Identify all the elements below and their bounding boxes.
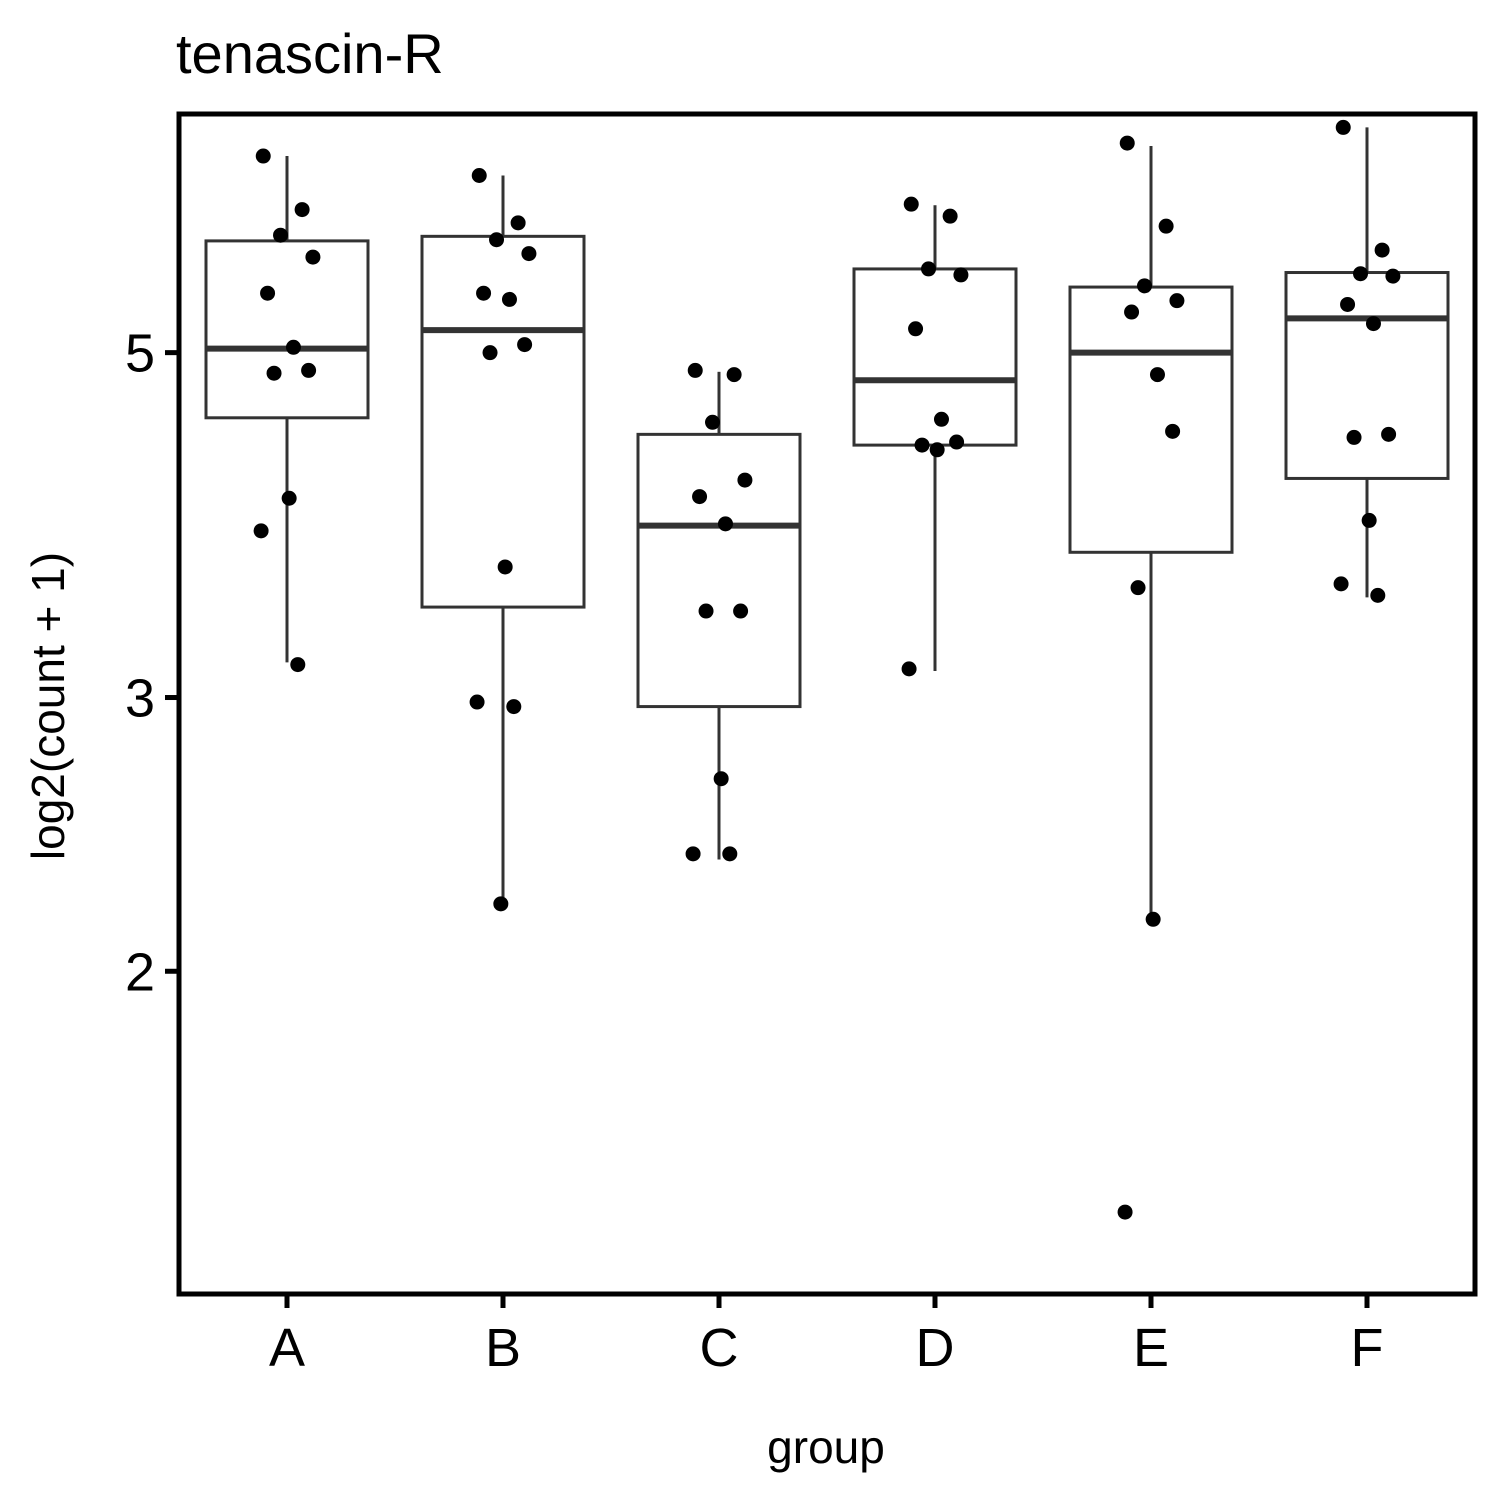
data-point xyxy=(510,215,526,231)
data-point xyxy=(482,345,498,361)
data-point xyxy=(301,362,317,378)
x-tick-label: C xyxy=(700,1318,739,1378)
data-point xyxy=(260,285,276,301)
data-point xyxy=(705,414,721,430)
box-body xyxy=(1284,271,1450,480)
x-tick-label: D xyxy=(916,1318,955,1378)
data-point xyxy=(921,261,937,277)
data-point xyxy=(1335,119,1351,135)
data-point xyxy=(685,846,701,862)
y-axis: 2 3 5 xyxy=(125,324,179,1002)
data-point xyxy=(476,285,492,301)
box-body xyxy=(636,432,802,709)
y-tick-label: 3 xyxy=(125,669,155,729)
data-point xyxy=(1385,268,1401,284)
x-axis-title: group xyxy=(767,1421,885,1473)
data-point xyxy=(903,196,919,212)
data-point xyxy=(1340,296,1356,312)
data-point xyxy=(1346,429,1362,445)
box-body xyxy=(420,234,586,609)
data-point xyxy=(908,321,924,337)
chart-title: tenascin-R xyxy=(176,22,444,85)
box-B xyxy=(420,175,586,904)
data-point xyxy=(294,202,310,218)
data-point xyxy=(687,362,703,378)
y-axis-title: log2(count + 1) xyxy=(22,552,74,860)
data-point xyxy=(281,490,297,506)
data-point xyxy=(901,661,917,677)
data-point xyxy=(929,442,945,458)
data-point xyxy=(1381,426,1397,442)
data-point xyxy=(942,208,958,224)
data-point xyxy=(521,246,537,262)
data-point xyxy=(1117,1204,1133,1220)
data-point xyxy=(1374,242,1390,258)
data-point xyxy=(933,411,949,427)
box-body xyxy=(1068,285,1234,554)
data-point xyxy=(1169,293,1185,309)
data-point xyxy=(1353,266,1369,282)
data-point xyxy=(290,657,306,673)
y-tick-label: 2 xyxy=(125,942,155,1002)
data-point xyxy=(471,168,487,184)
points-A xyxy=(253,148,321,673)
x-tick-label: F xyxy=(1351,1318,1384,1378)
x-tick-label: A xyxy=(269,1318,305,1378)
data-point xyxy=(517,337,533,353)
points-B xyxy=(469,168,537,912)
data-point xyxy=(726,367,742,383)
data-point xyxy=(1137,278,1153,294)
data-point xyxy=(1145,911,1161,927)
points-D xyxy=(901,196,969,677)
data-point xyxy=(1158,218,1174,234)
data-point xyxy=(506,699,522,715)
data-point xyxy=(949,434,965,450)
data-point xyxy=(1149,367,1165,383)
plot-frame xyxy=(176,111,1478,1297)
box-C xyxy=(636,371,802,860)
data-point xyxy=(1365,316,1381,332)
data-point xyxy=(305,249,321,265)
data-point xyxy=(469,694,485,710)
data-point xyxy=(1165,423,1181,439)
data-point xyxy=(285,339,301,355)
x-tick-label: E xyxy=(1133,1318,1169,1378)
data-point xyxy=(497,559,513,575)
data-point xyxy=(722,846,738,862)
plot-area xyxy=(204,119,1450,1220)
box-body xyxy=(204,239,370,420)
data-point xyxy=(253,523,269,539)
points-C xyxy=(685,362,753,862)
data-point xyxy=(1333,576,1349,592)
box-D xyxy=(852,205,1018,672)
data-point xyxy=(255,148,271,164)
data-point xyxy=(266,365,282,381)
x-tick-label: B xyxy=(485,1318,521,1378)
y-tick-label: 5 xyxy=(125,324,155,384)
data-point xyxy=(1130,580,1146,596)
data-point xyxy=(733,603,749,619)
data-point xyxy=(1361,512,1377,528)
data-point xyxy=(493,896,509,912)
x-axis: A B C D E F xyxy=(269,1294,1384,1378)
data-point xyxy=(698,603,714,619)
box-A xyxy=(204,156,370,663)
points-E xyxy=(1117,135,1185,1220)
data-point xyxy=(713,771,729,787)
data-point xyxy=(1370,587,1386,603)
data-point xyxy=(914,437,930,453)
data-point xyxy=(489,232,505,248)
data-point xyxy=(717,516,733,532)
data-point xyxy=(1124,304,1140,320)
box-F xyxy=(1284,127,1450,598)
data-point xyxy=(501,291,517,307)
data-point xyxy=(273,227,289,243)
data-point xyxy=(953,267,969,283)
data-point xyxy=(692,489,708,505)
points-F xyxy=(1333,119,1401,603)
box-E xyxy=(1068,146,1234,920)
data-point xyxy=(737,472,753,488)
data-point xyxy=(1119,135,1135,151)
